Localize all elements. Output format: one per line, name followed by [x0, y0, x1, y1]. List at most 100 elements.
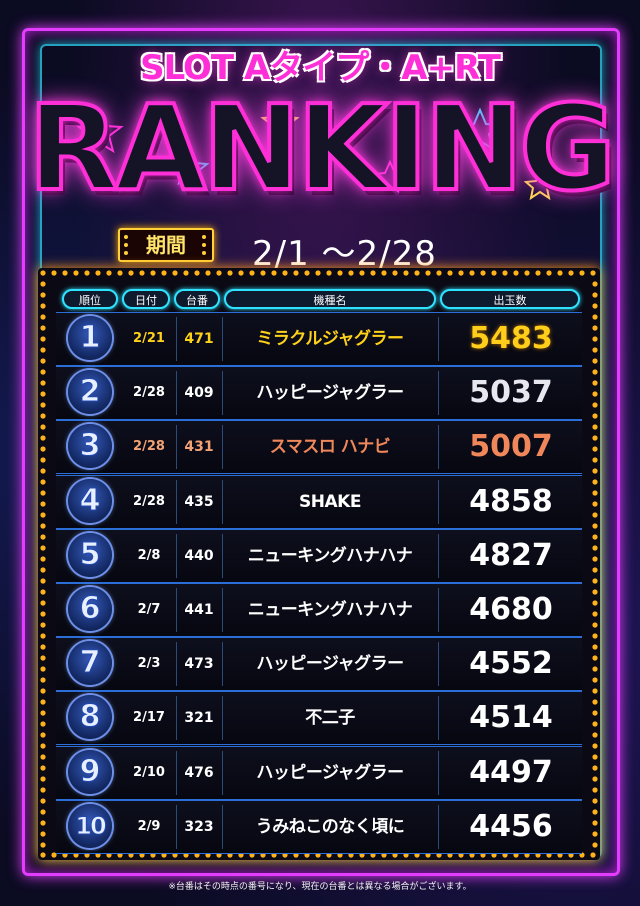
rank-badge: 7 — [68, 641, 112, 686]
column-divider — [438, 425, 439, 470]
row-date: 2/17 — [133, 710, 165, 726]
column-divider — [222, 750, 223, 795]
column-divider — [176, 588, 177, 632]
period-range: 2/1 ～2/28 — [252, 234, 437, 274]
bulb-dots-icon — [202, 230, 208, 260]
table-row: 6 2/7 441 ニューキングハナハナ 4680 — [56, 583, 582, 637]
row-date: 2/3 — [137, 656, 161, 672]
row-date: 2/28 — [133, 493, 165, 509]
row-date: 2/28 — [133, 385, 165, 401]
ranking-title: RANKING — [26, 79, 618, 217]
row-date: 2/28 — [133, 439, 165, 455]
rank-badge: 6 — [68, 587, 112, 631]
row-payout: 5007 — [469, 429, 553, 465]
table-row: 7 2/3 473 ハッピージャグラー 4552 — [56, 637, 582, 692]
table-row: 10 2/9 323 うみねこのなく頃に 4456 — [56, 799, 582, 854]
period-row: 期間 2/1 ～2/28 — [0, 226, 640, 274]
row-date: 2/7 — [137, 602, 161, 617]
column-divider — [222, 425, 223, 470]
rank-badge: 3 — [68, 424, 112, 469]
column-divider — [438, 642, 439, 687]
header-unit: 台番 — [174, 289, 220, 309]
column-divider — [176, 317, 177, 361]
column-divider — [176, 371, 177, 416]
column-divider — [176, 479, 177, 524]
rank-badge: 2 — [68, 370, 112, 415]
row-payout: 4497 — [469, 754, 553, 790]
column-divider — [176, 750, 177, 795]
row-unit-number: 441 — [184, 602, 214, 618]
row-unit-number: 323 — [184, 818, 214, 835]
row-payout: 4552 — [469, 646, 553, 682]
category-subtitle: SLOT Aタイプ・A+RT — [140, 48, 501, 88]
table-row: 5 2/8 440 ニューキングハナハナ 4827 — [56, 528, 582, 583]
row-date: 2/21 — [133, 331, 165, 346]
row-payout: 5483 — [469, 321, 553, 356]
table-row: 1 2/21 471 ミラクルジャグラー 5483 — [56, 312, 582, 366]
row-payout: 4858 — [469, 483, 553, 519]
row-date: 2/9 — [137, 818, 161, 834]
column-divider — [438, 696, 439, 741]
row-model-name: うみねこのなく頃に — [255, 816, 405, 837]
column-divider — [222, 533, 223, 578]
table-row: 8 2/17 321 不二子 4514 — [56, 691, 582, 746]
rank-badge: 1 — [68, 316, 112, 360]
rank-badge: 8 — [68, 695, 112, 740]
column-divider — [222, 317, 223, 361]
table-row: 9 2/10 476 ハッピージャグラー 4497 — [56, 745, 582, 800]
row-unit-number: 471 — [184, 331, 214, 347]
column-divider — [176, 696, 177, 741]
column-divider — [222, 642, 223, 687]
column-divider — [438, 479, 439, 524]
row-model-name: ハッピージャグラー — [256, 762, 404, 783]
column-divider — [222, 588, 223, 632]
period-badge: 期間 — [118, 228, 214, 262]
row-model-name: ニューキングハナハナ — [247, 545, 413, 566]
rank-badge: 10 — [68, 803, 112, 848]
row-model-name: ハッピージャグラー — [256, 654, 404, 675]
column-divider — [222, 479, 223, 524]
row-unit-number: 431 — [184, 439, 214, 456]
row-unit-number: 409 — [184, 385, 214, 402]
row-model-name: SHAKE — [299, 491, 361, 512]
column-divider — [222, 804, 223, 849]
row-payout: 4680 — [469, 592, 553, 627]
rank-badge: 9 — [68, 749, 112, 794]
table-row: 2 2/28 409 ハッピージャグラー 5037 — [56, 366, 582, 421]
row-model-name: ニューキングハナハナ — [247, 600, 413, 620]
row-unit-number: 440 — [184, 547, 214, 564]
header-model: 機種名 — [224, 289, 436, 309]
column-divider — [222, 696, 223, 741]
column-divider — [222, 371, 223, 416]
column-divider — [176, 425, 177, 470]
rank-badge: 5 — [68, 532, 112, 577]
table-row: 4 2/28 435 SHAKE 4858 — [56, 474, 582, 529]
header-rank: 順位 — [62, 289, 118, 309]
footnote: ※台番はその時点の番号になり、現在の台番とは異なる場合がございます。 — [168, 882, 472, 892]
row-model-name: ミラクルジャグラー — [256, 329, 404, 349]
column-divider — [176, 804, 177, 849]
row-model-name: スマスロ ハナビ — [269, 437, 391, 458]
row-model-name: 不二子 — [305, 708, 355, 729]
row-payout: 5037 — [469, 375, 553, 411]
column-divider — [438, 371, 439, 416]
row-unit-number: 476 — [184, 764, 214, 781]
row-date: 2/8 — [137, 547, 161, 563]
column-divider — [438, 533, 439, 578]
column-divider — [438, 804, 439, 849]
row-date: 2/10 — [133, 764, 165, 780]
column-divider — [438, 750, 439, 795]
row-payout: 4827 — [469, 537, 553, 573]
row-unit-number: 473 — [184, 656, 214, 673]
header-date: 日付 — [122, 289, 170, 309]
row-unit-number: 321 — [184, 710, 214, 727]
row-payout: 4456 — [469, 808, 553, 844]
row-unit-number: 435 — [184, 493, 214, 510]
rank-badge: 4 — [68, 478, 112, 523]
bulb-dots-icon — [124, 230, 130, 260]
header-payout: 出玉数 — [440, 289, 580, 309]
row-payout: 4514 — [469, 700, 553, 736]
column-divider — [438, 317, 439, 361]
row-model-name: ハッピージャグラー — [256, 383, 404, 404]
table-row: 3 2/28 431 スマスロ ハナビ 5007 — [56, 420, 582, 475]
